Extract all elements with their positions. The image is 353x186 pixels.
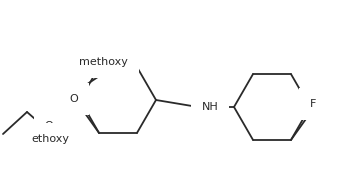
Text: methoxy: methoxy	[79, 57, 127, 67]
Text: ethoxy: ethoxy	[31, 134, 69, 144]
Text: NH: NH	[202, 102, 219, 112]
Text: O: O	[70, 94, 78, 104]
Text: F: F	[310, 99, 316, 109]
Text: O: O	[44, 121, 53, 131]
